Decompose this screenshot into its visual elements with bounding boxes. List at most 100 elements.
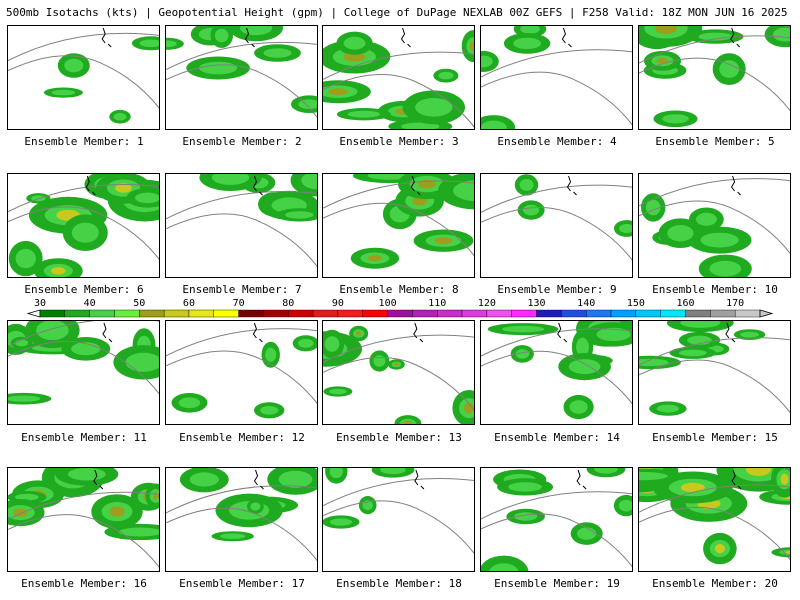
coastline [576,469,587,490]
height-contour [481,513,632,568]
map-plot [481,468,632,571]
map-plot [8,174,159,277]
height-contour [639,506,790,561]
coastline [101,27,112,48]
isotach-region [695,212,717,226]
isotach-region [125,352,159,372]
colorbar-tick-label: 140 [577,298,596,309]
colorbar-swatch [362,309,388,318]
isotach-region [698,32,733,41]
isotach-region [71,222,99,243]
height-contour [166,191,317,220]
height-contour [639,359,790,414]
colorbar-tick-label: 60 [182,298,195,309]
ensemble-panel-2 [165,25,318,130]
coastline [731,469,742,490]
coastline [410,175,421,196]
ensemble-member-label: Ensemble Member: 3 [339,135,459,148]
isotach-region [481,120,507,129]
isotach-region [596,327,631,342]
isotach-core [714,543,725,554]
isotach-region [189,472,219,487]
isotach-core [328,88,348,96]
isotach-region [113,113,127,121]
coastline [252,175,263,196]
isotach-region [438,71,454,80]
ensemble-panel-7 [165,173,318,278]
isotach-region [67,468,106,481]
map-plot [481,174,632,261]
isotach-core [785,550,790,554]
isotach-region [285,211,314,219]
map-plot [8,27,159,124]
ensemble-panel-12 [165,320,318,425]
colorbar-tick-label: 30 [33,298,47,309]
map-plot [481,321,632,420]
isotach-region [639,472,668,481]
ensemble-panel-18 [322,467,475,572]
isotach-region [576,337,589,357]
ensemble-member-label: Ensemble Member: 1 [24,135,144,148]
isotach-region [519,179,534,191]
height-contour [166,350,317,405]
ensemble-panel-13 [322,320,475,425]
height-contour [323,51,474,80]
ensemble-panel-20 [638,467,791,572]
isotach-region [166,40,177,48]
map-plot [639,321,790,416]
isotach-region [214,28,229,43]
colorbar-min-arrow [26,309,41,318]
isotach-region [639,358,669,367]
height-contour [639,35,790,64]
ensemble-member-label: Ensemble Member: 14 [494,431,620,444]
height-contour [481,491,632,520]
isotach-region [71,342,101,356]
isotach-core [355,331,362,336]
colorbar-tick-label: 110 [428,298,447,309]
isotach-core [51,267,66,275]
ensemble-member-label: Ensemble Member: 6 [24,283,144,296]
isotach-region [662,114,689,124]
colorbar-swatch [610,309,637,318]
isotach-region [680,321,721,328]
isotach-region [263,48,292,58]
coastline [557,322,568,343]
isotach-region [329,468,343,479]
coastline [253,469,264,490]
colorbar-swatch [412,309,438,318]
height-contour [323,334,474,363]
ensemble-panel-11 [7,320,160,425]
isotach-region [415,98,453,117]
height-contour [323,180,474,209]
coastline [566,175,577,196]
map-plot [323,322,474,424]
isotach-core [109,506,125,517]
ensemble-panel-9 [480,173,633,278]
colorbar-swatch [288,309,314,318]
height-contour [481,71,632,126]
colorbar-tick-label: 40 [83,298,96,309]
map-plot [166,26,317,118]
colorbar-swatch [163,309,190,318]
ensemble-member-label: Ensemble Member: 15 [652,431,778,444]
colorbar-swatch [139,309,165,318]
height-contour [323,478,474,507]
ensemble-member-label: Ensemble Member: 16 [21,577,147,590]
colorbar-swatch [685,309,711,318]
coastline [561,27,572,48]
colorbar-tick-label: 130 [527,298,546,309]
isotach-region [51,89,76,96]
height-contour [8,514,159,568]
map-plot [166,174,317,268]
coastline [93,469,104,490]
isotach-region [15,339,29,347]
colorbar-swatch [114,309,140,318]
isotach-region [220,533,246,539]
height-contour [166,41,317,71]
ensemble-member-label: Ensemble Member: 5 [655,135,775,148]
isotach-region [618,499,632,512]
isotach-region [678,349,707,357]
isotach-core [403,420,412,424]
ensemble-member-label: Ensemble Member: 4 [497,135,617,148]
isotach-region [520,26,540,34]
